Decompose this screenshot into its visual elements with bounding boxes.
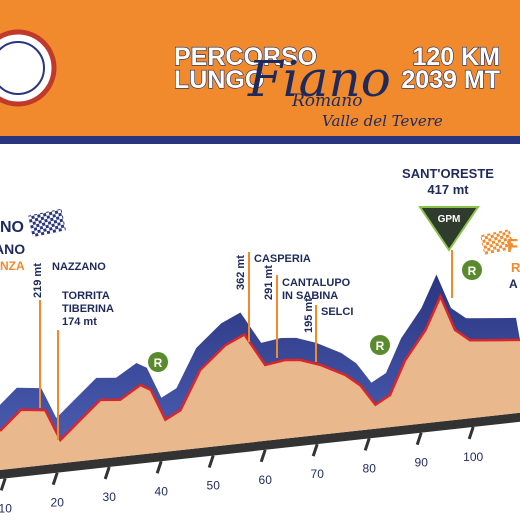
x-tick [259, 449, 267, 463]
refresh-icon [462, 260, 482, 280]
markers [39, 250, 453, 440]
place-label: TIBERINA [62, 303, 114, 315]
altitude-label: 195 mt [303, 298, 315, 333]
x-tick [207, 455, 215, 469]
profile: 10 20 30 40 50 60 70 80 90 100 [0, 274, 520, 515]
x-tick [103, 466, 111, 480]
gpm-badge [418, 206, 480, 252]
x-tick-label: 30 [103, 490, 117, 504]
refresh-points: R R R [148, 260, 482, 372]
refresh-label: R [468, 264, 477, 278]
x-tick-label: 50 [207, 479, 221, 493]
start-label: ANO [0, 241, 25, 257]
altitude-label: 291 mt [263, 265, 275, 300]
finish-label: R [511, 260, 520, 275]
altitude-label: 362 mt [235, 255, 247, 290]
x-tick-label: 70 [311, 467, 325, 481]
header-tagline: Valle del Tevere [322, 112, 443, 130]
x-tick [467, 426, 475, 440]
x-tick-label: 10 [0, 501, 12, 515]
header-town: Fiano [247, 50, 391, 108]
place-label: CASPERIA [254, 253, 311, 265]
refresh-label: R [376, 339, 385, 353]
logo-ring [0, 41, 45, 95]
profile-area [0, 296, 520, 470]
header-climb: 2039 MT [401, 66, 500, 94]
place-label: CANTALUPO [282, 277, 351, 289]
x-tick-label: 20 [51, 496, 65, 510]
refresh-icon [370, 335, 390, 355]
gpm-label: GPM [438, 214, 461, 225]
x-tick-label: 100 [463, 450, 483, 464]
start-label: NO [0, 219, 24, 236]
header-line2: LUNGO [174, 66, 264, 94]
refresh-icon [148, 352, 168, 372]
x-tick [0, 477, 7, 491]
finish-flag [480, 229, 514, 255]
header-band [0, 0, 520, 136]
x-tick [311, 443, 319, 457]
altitude-label: 219 mt [32, 263, 44, 298]
altitude-label: 174 mt [62, 316, 97, 328]
finish-label: F [507, 236, 518, 256]
place-label: SANT'ORESTE [402, 166, 494, 181]
header-stripe [0, 136, 520, 144]
header-line1: PERCORSO [174, 43, 317, 71]
place-label: IN SABINA [282, 290, 338, 302]
altitude-label: 417 mt [427, 182, 469, 197]
place-label: NAZZANO [52, 261, 106, 273]
place-label: TORRITA [62, 290, 110, 302]
x-tick [51, 472, 59, 486]
logo [0, 29, 57, 107]
base-strip [0, 412, 520, 479]
start-label: NZA [0, 259, 25, 273]
x-tick-label: 40 [155, 484, 169, 498]
profile-line [0, 293, 520, 443]
x-tick-label: 90 [415, 456, 429, 470]
x-tick-label: 60 [259, 473, 273, 487]
start-flag [28, 208, 66, 238]
finish-label: A [509, 277, 518, 291]
x-tick [415, 432, 423, 446]
x-tick [155, 460, 163, 474]
header-distance: 120 KM [412, 43, 500, 71]
refresh-label: R [154, 356, 163, 370]
x-tick [363, 437, 371, 451]
x-tick-label: 80 [363, 461, 377, 475]
place-label: SELCI [321, 306, 353, 318]
header-town2: Romano [291, 91, 362, 111]
